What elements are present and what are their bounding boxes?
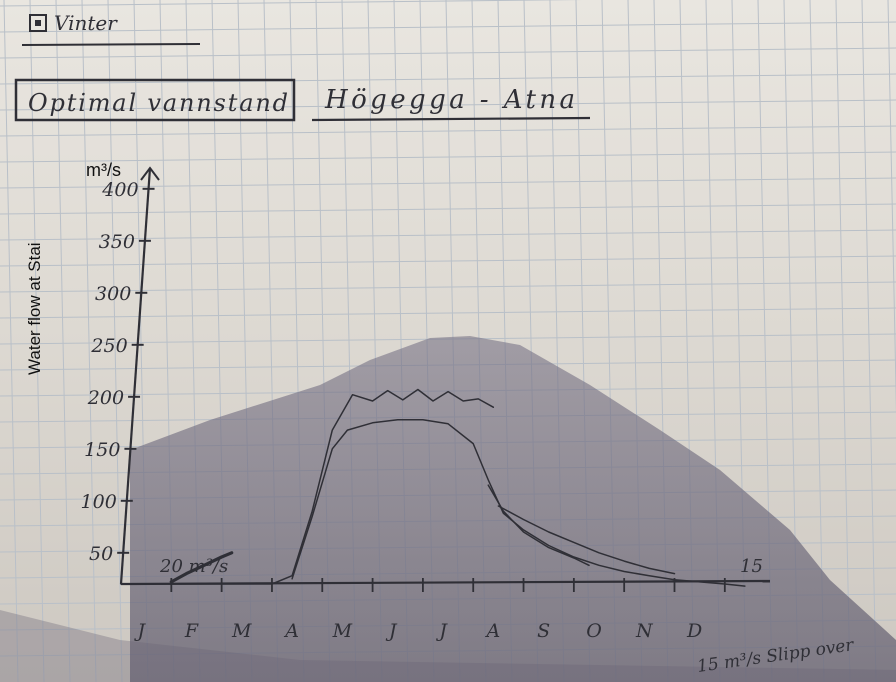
- series-line-4: [497, 505, 676, 575]
- x-tick-label: N: [635, 620, 654, 642]
- y-tick-label: 150: [84, 439, 120, 461]
- x-tick-label: A: [484, 620, 500, 642]
- grid-line: [81, 0, 97, 682]
- x-tick-label: M: [231, 620, 252, 642]
- x-tick-label: J: [435, 620, 448, 642]
- x-tick-label: M: [332, 620, 353, 642]
- page-title: Högegga - Atna: [324, 85, 575, 115]
- grid-line: [0, 99, 896, 111]
- y-tick-label: 400: [101, 179, 138, 201]
- x-tick-label: J: [385, 620, 398, 642]
- y-axis-title: Water flow at Stai: [25, 242, 44, 375]
- optimal-box: [14, 78, 296, 122]
- y-tick-label: 100: [81, 491, 117, 513]
- y-tick-label: 250: [90, 335, 127, 357]
- grid-line: [0, 281, 896, 293]
- grid-line: [0, 47, 896, 59]
- vinter-label: Vinter: [54, 11, 118, 35]
- vinter-checkbox-mark: [35, 20, 41, 26]
- series-line-5: [169, 551, 234, 584]
- x-tick-label: S: [537, 620, 550, 642]
- end-value-note: 15: [740, 556, 763, 577]
- grid-line: [887, 0, 896, 415]
- y-axis-arrow: [140, 166, 160, 181]
- grid-line: [0, 21, 896, 33]
- x-tick-label: J: [133, 620, 146, 642]
- grid-line: [835, 0, 851, 682]
- series-line-2: [291, 418, 746, 587]
- grid-line: [0, 203, 896, 215]
- y-tick-label: 350: [99, 231, 135, 253]
- grid-line: [29, 0, 45, 682]
- grid-line: [0, 0, 583, 7]
- y-tick-label: 50: [89, 543, 113, 565]
- grid-line: [3, 0, 19, 682]
- grid-line: [55, 0, 71, 682]
- grid-line: [0, 255, 896, 267]
- lower-shadow: [0, 610, 896, 682]
- optimal-box-label: Optimal vannstand: [28, 89, 288, 117]
- hand-shadow: [130, 336, 896, 682]
- y-axis: [119, 167, 152, 585]
- y-ticks: 50 100 150 200 250 300 350 400: [81, 179, 155, 565]
- y-tick-label: 200: [87, 387, 124, 409]
- grid-line: [0, 73, 896, 85]
- vinter-checkbox[interactable]: [29, 14, 47, 32]
- y-tick-label: 300: [95, 283, 131, 305]
- grid-line: [0, 307, 896, 319]
- vinter-underline: [21, 43, 201, 46]
- grid-line: [107, 0, 123, 682]
- title-underline: [311, 116, 591, 122]
- grid-line: [0, 151, 896, 163]
- grid-line: [861, 0, 877, 682]
- series-line-1: [120, 388, 495, 585]
- x-tick-label: D: [686, 620, 702, 642]
- x-tick-label: F: [184, 620, 199, 642]
- low-flow-note: 20 m³/s: [159, 556, 228, 577]
- grid-line: [0, 125, 896, 137]
- series-layer: [120, 388, 746, 587]
- grid-line: [0, 229, 896, 241]
- x-tick-label: O: [586, 620, 602, 642]
- x-tick-label: A: [283, 620, 299, 642]
- y-unit-label: m³/s: [86, 160, 121, 180]
